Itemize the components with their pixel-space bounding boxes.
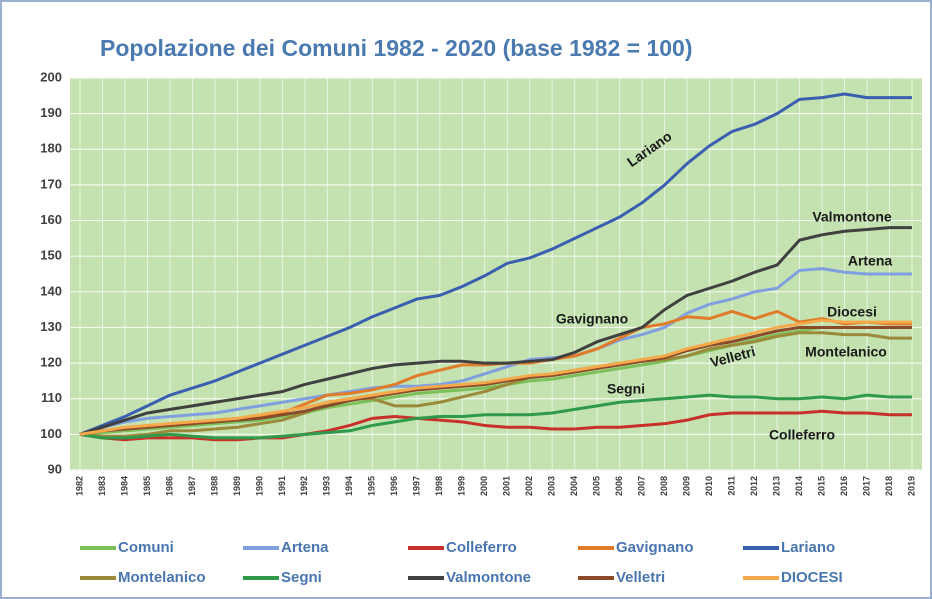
y-tick-label: 190 [40,105,62,120]
annotation: Diocesi [827,304,877,320]
annotation: Colleferro [769,427,835,443]
x-tick-label: 2010 [704,476,714,496]
annotation: Montelanico [805,344,887,360]
x-tick-label: 2011 [726,476,736,496]
annotation: Segni [607,381,645,397]
x-tick-label: 2013 [771,476,781,496]
x-tick-label: 2012 [749,476,759,496]
series-line [79,226,912,436]
x-tick-label: 2009 [682,476,692,496]
y-tick-label: 110 [41,390,62,405]
x-tick-label: 2003 [547,476,557,496]
series-line [79,393,912,440]
y-tick-label: 170 [40,176,62,191]
x-tick-label: 1990 [254,476,264,496]
x-tick-label: 1989 [232,476,242,496]
x-tick-label: 1996 [389,476,399,496]
x-tick-label: 2008 [659,476,669,496]
series-line [79,325,912,436]
y-tick-label: 150 [40,248,62,263]
x-tick-label: 1986 [164,476,174,496]
x-tick-label: 2014 [794,476,804,496]
series-line [79,267,912,436]
y-tick-label: 90 [48,461,62,476]
x-tick-label: 1997 [412,476,422,496]
legend-label: DIOCESI [781,569,843,586]
legend-label: Valmontone [446,569,531,586]
y-tick-label: 200 [40,69,62,84]
x-tick-label: 1991 [277,476,287,496]
y-tick-label: 100 [40,426,62,441]
legend-label: Montelanico [118,569,206,586]
x-tick-label: 2015 [816,476,826,496]
annotation: Artena [848,253,893,269]
x-tick-label: 2019 [906,476,916,496]
y-tick-label: 130 [40,319,62,334]
x-tick-label: 1998 [434,476,444,496]
x-tick-label: 1983 [97,476,107,496]
y-tick-label: 120 [40,355,62,370]
annotation: Valmontone [812,209,892,225]
plot-area [70,78,922,470]
series-line [79,325,912,436]
x-tick-label: 2002 [524,476,534,496]
x-tick-label: 1984 [119,476,129,496]
legend-label: Colleferro [446,539,517,556]
x-tick-label: 1994 [344,476,354,496]
legend-label: Velletri [616,569,665,586]
x-tick-label: 2018 [884,476,894,496]
x-tick-label: 2000 [479,476,489,496]
x-tick-label: 1992 [299,476,309,496]
legend-label: Gavignano [616,539,694,556]
series-line [79,409,912,442]
x-tick-label: 1985 [142,476,152,496]
x-tick-label: 2001 [502,476,512,496]
x-tick-label: 2006 [614,476,624,496]
legend-label: Comuni [118,539,174,556]
series-line [79,318,912,436]
y-tick-label: 140 [40,283,62,298]
legend-label: Lariano [781,539,835,556]
y-tick-label: 160 [40,212,62,227]
y-tick-label: 180 [40,141,62,156]
x-tick-label: 1993 [322,476,332,496]
annotation: Gavignano [556,311,628,327]
series-line [79,331,912,438]
x-tick-label: 2005 [592,476,602,496]
legend-label: Segni [281,569,322,586]
series-line [79,92,912,436]
x-tick-label: 1988 [209,476,219,496]
legend-label: Artena [281,539,329,556]
x-tick-label: 2007 [637,476,647,496]
x-tick-label: 2016 [839,476,849,496]
x-tick-label: 2017 [861,476,871,496]
x-tick-label: 1987 [187,476,197,496]
x-tick-label: 1995 [367,476,377,496]
x-tick-label: 1999 [457,476,467,496]
x-tick-label: 1982 [74,476,84,496]
x-tick-label: 2004 [569,476,579,496]
chart-title: Popolazione dei Comuni 1982 - 2020 (base… [100,35,693,61]
